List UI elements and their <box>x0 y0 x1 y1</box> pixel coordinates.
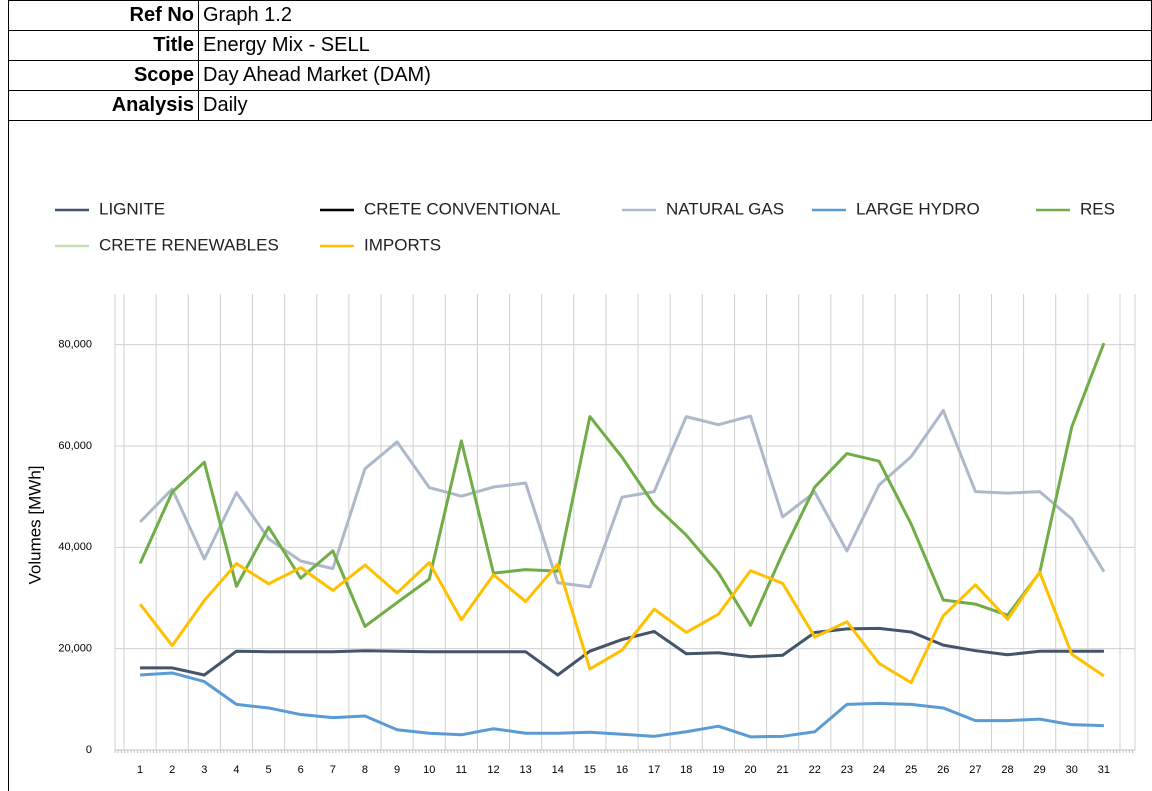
header-row: Ref No Graph 1.2 <box>8 0 1152 30</box>
x-tick-label: 2 <box>169 764 175 776</box>
x-tick-label: 30 <box>1066 764 1078 776</box>
header-value: Daily <box>203 94 248 116</box>
series-line <box>138 409 1106 589</box>
legend-label: CRETE RENEWABLES <box>99 235 279 254</box>
y-tick-label: 40,000 <box>58 541 92 553</box>
y-tick-label: 80,000 <box>58 339 92 351</box>
x-tick-label: 1 <box>137 764 143 776</box>
x-tick-label: 19 <box>712 764 724 776</box>
series-line <box>140 626 1104 677</box>
x-tick-label: 13 <box>519 764 531 776</box>
header-row: Scope Day Ahead Market (DAM) <box>8 60 1152 90</box>
header-value: Graph 1.2 <box>203 4 292 26</box>
x-tick-label: 17 <box>648 764 660 776</box>
x-tick-label: 27 <box>969 764 981 776</box>
header-label: Ref No <box>9 1 199 30</box>
x-tick-label: 4 <box>233 764 239 776</box>
legend-label: RES <box>1080 199 1115 218</box>
x-tick-label: 5 <box>266 764 272 776</box>
legend-label: LIGNITE <box>99 199 165 218</box>
header-row: Analysis Daily <box>8 90 1152 120</box>
legend-label: CRETE CONVENTIONAL <box>364 199 560 218</box>
x-tick-label: 22 <box>809 764 821 776</box>
legend-label: NATURAL GAS <box>666 199 784 218</box>
x-tick-label: 23 <box>841 764 853 776</box>
x-tick-label: 11 <box>456 764 467 776</box>
y-tick-label: 0 <box>86 744 92 756</box>
header-label: Title <box>9 31 199 60</box>
legend-label: IMPORTS <box>364 235 441 254</box>
x-tick-label: 20 <box>744 764 756 776</box>
header-value: Energy Mix - SELL <box>203 34 370 56</box>
x-tick-label: 3 <box>201 764 207 776</box>
x-tick-label: 8 <box>362 764 368 776</box>
x-tick-label: 16 <box>616 764 628 776</box>
legend-label: LARGE HYDRO <box>856 199 980 218</box>
x-tick-label: 31 <box>1098 764 1110 776</box>
x-tick-label: 10 <box>423 764 435 776</box>
x-tick-label: 6 <box>298 764 304 776</box>
x-tick-label: 25 <box>905 764 917 776</box>
x-tick-label: 9 <box>394 764 400 776</box>
y-tick-label: 60,000 <box>58 440 92 452</box>
series-line <box>138 561 1105 685</box>
x-tick-label: 24 <box>873 764 885 776</box>
series-line <box>139 671 1104 739</box>
x-tick-label: 14 <box>552 764 564 776</box>
x-tick-label: 7 <box>330 764 336 776</box>
x-tick-label: 21 <box>777 764 789 776</box>
header-label: Scope <box>9 61 199 90</box>
x-tick-label: 28 <box>1001 764 1013 776</box>
y-axis-label: Volumes [MWh] <box>25 465 44 584</box>
header-label: Analysis <box>9 91 199 120</box>
x-tick-label: 18 <box>680 764 692 776</box>
x-tick-label: 29 <box>1034 764 1046 776</box>
header-value: Day Ahead Market (DAM) <box>203 64 431 86</box>
x-tick-label: 15 <box>584 764 596 776</box>
y-tick-label: 20,000 <box>58 643 92 655</box>
x-tick-label: 26 <box>937 764 949 776</box>
series-line <box>138 342 1106 628</box>
x-tick-label: 12 <box>487 764 499 776</box>
